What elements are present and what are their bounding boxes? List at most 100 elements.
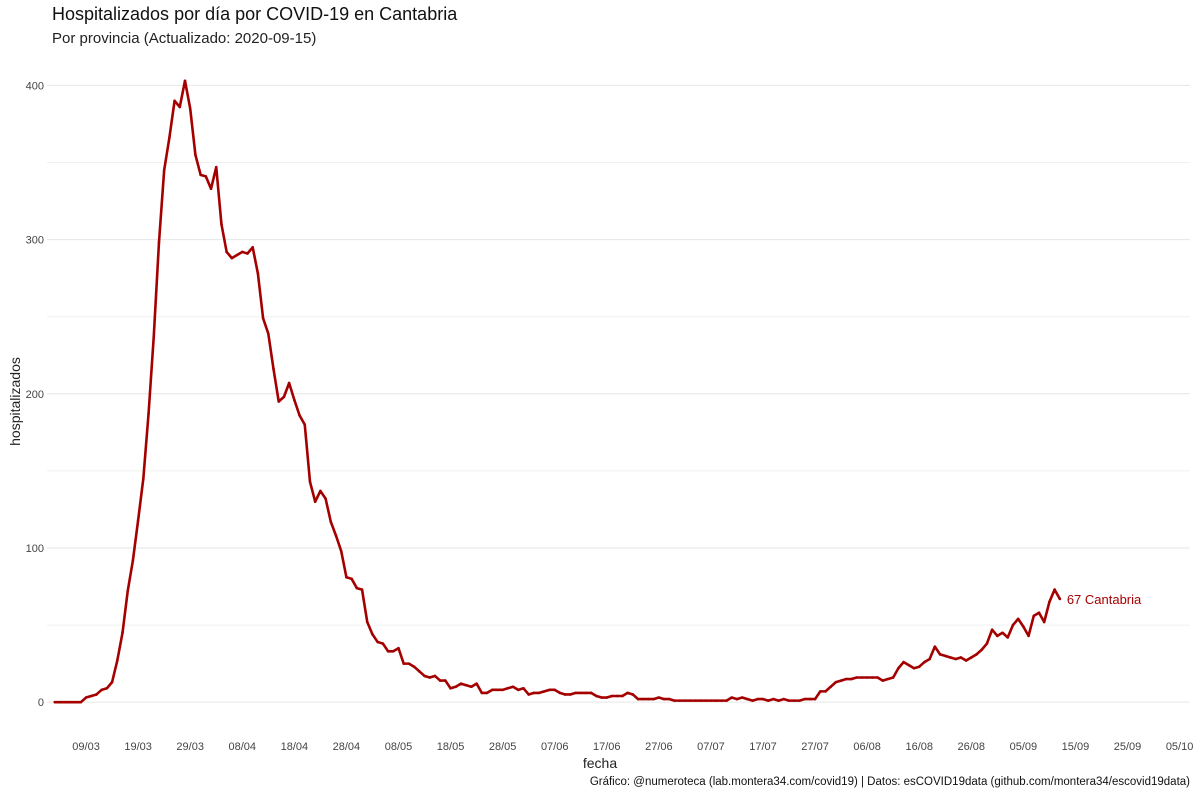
x-tick-label: 09/03 — [72, 741, 100, 753]
data-point — [855, 676, 859, 679]
data-point — [79, 700, 83, 704]
data-point — [720, 699, 723, 702]
data-point — [1011, 623, 1015, 627]
y-axis-ticks: 0 100 200 300 400 — [26, 80, 44, 709]
data-point — [251, 246, 254, 249]
data-point — [553, 688, 557, 692]
data-point — [204, 175, 208, 178]
x-tick-label: 15/09 — [1062, 741, 1090, 753]
data-point — [954, 657, 957, 661]
data-point — [641, 697, 645, 701]
data-point — [371, 633, 374, 636]
data-point — [1032, 614, 1036, 618]
data-point — [157, 241, 161, 244]
data-point — [548, 688, 551, 692]
data-point — [376, 640, 379, 644]
data-point — [980, 648, 984, 652]
data-point — [449, 686, 452, 690]
data-point — [1053, 588, 1056, 591]
data-point — [725, 699, 728, 702]
data-point — [147, 412, 150, 416]
data-point — [683, 699, 687, 702]
x-tick-label: 28/04 — [333, 741, 361, 753]
data-point — [282, 395, 286, 399]
data-point — [558, 691, 562, 695]
data-point — [188, 107, 192, 110]
data-point — [829, 685, 832, 689]
data-point — [522, 686, 525, 690]
x-tick-label: 29/03 — [176, 741, 204, 753]
data-point — [787, 699, 791, 702]
data-point — [621, 694, 624, 698]
data-point — [881, 679, 885, 682]
data-point — [386, 649, 390, 653]
data-point — [782, 697, 786, 701]
data-point — [329, 520, 333, 524]
data-point — [673, 699, 676, 702]
x-tick-label: 16/08 — [905, 741, 933, 753]
data-point — [100, 688, 103, 692]
data-point — [694, 699, 697, 702]
x-axis-title: fecha — [583, 755, 617, 771]
data-point — [527, 693, 530, 696]
chart-caption: Gráfico: @numeroteca (lab.montera34.com/… — [589, 776, 1190, 788]
data-point — [438, 679, 442, 682]
data-point — [928, 657, 931, 661]
data-point — [402, 662, 405, 665]
data-point — [428, 676, 432, 679]
data-point — [933, 645, 937, 648]
data-point — [542, 690, 546, 693]
data-point — [433, 674, 437, 678]
data-point — [131, 559, 135, 562]
data-point — [69, 700, 72, 704]
data-point — [293, 398, 296, 402]
x-tick-label: 05/10 — [1166, 741, 1194, 753]
data-point — [313, 500, 317, 504]
data-point — [871, 676, 874, 679]
data-point — [610, 694, 614, 698]
data-point — [959, 656, 963, 659]
data-point — [339, 549, 343, 553]
y-tick-label: 0 — [38, 697, 44, 709]
data-point — [261, 316, 265, 320]
data-point — [772, 697, 775, 701]
data-point — [470, 685, 473, 689]
data-point — [407, 662, 411, 665]
x-tick-label: 26/08 — [958, 741, 986, 753]
data-point — [480, 691, 484, 695]
data-point — [798, 699, 801, 702]
data-point — [574, 691, 577, 695]
data-point — [246, 252, 249, 255]
data-point — [168, 136, 171, 140]
data-point — [1016, 617, 1020, 621]
series-line — [53, 79, 1062, 704]
data-point — [761, 697, 765, 701]
data-point — [876, 676, 879, 679]
data-point — [235, 253, 239, 257]
data-point — [990, 628, 994, 631]
data-point — [845, 677, 848, 681]
data-point — [730, 696, 734, 699]
data-point — [303, 423, 307, 426]
series-end-label: 67 Cantabria — [1067, 592, 1142, 607]
data-point — [214, 165, 218, 169]
x-tick-label: 07/06 — [541, 741, 569, 753]
data-point — [792, 699, 796, 702]
x-tick-label: 18/04 — [281, 741, 309, 753]
data-point — [142, 477, 145, 480]
data-point — [631, 693, 635, 696]
y-axis-title: hospitalizados — [7, 357, 23, 446]
data-point — [615, 694, 619, 698]
x-tick-label: 27/07 — [801, 741, 829, 753]
data-point — [230, 256, 234, 260]
data-point — [501, 688, 504, 692]
data-point — [412, 665, 416, 668]
data-point — [766, 699, 770, 702]
data-point — [74, 700, 77, 704]
data-point — [459, 682, 463, 685]
data-point — [58, 700, 62, 704]
data-point — [579, 691, 583, 695]
y-tick-label: 300 — [26, 235, 44, 247]
data-point — [1037, 611, 1041, 615]
